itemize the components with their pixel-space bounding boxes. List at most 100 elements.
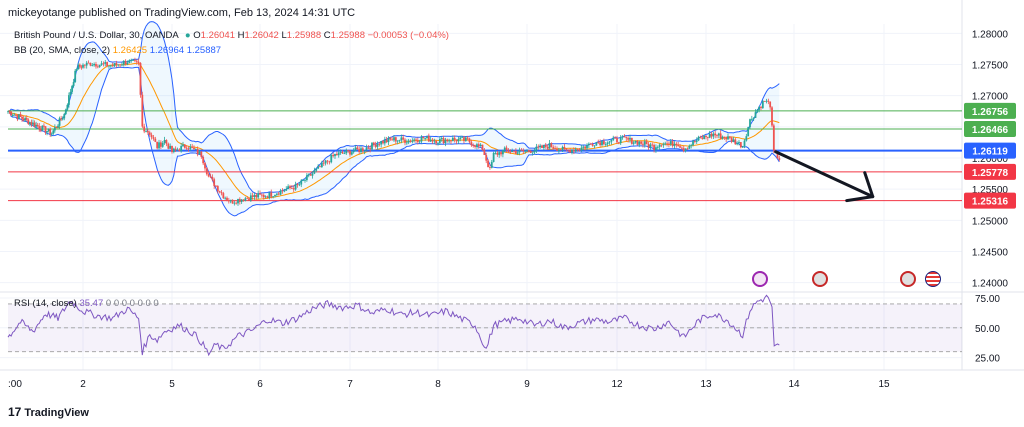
candle-body	[35, 124, 38, 127]
candle-body	[524, 150, 527, 152]
candle-body	[489, 167, 491, 168]
candle-body	[169, 145, 172, 149]
candle-body	[309, 174, 312, 176]
candle-body	[719, 133, 722, 139]
candle-body	[778, 158, 781, 160]
candle-body	[21, 116, 23, 119]
rsi-tick-label: 75.00	[975, 294, 1000, 305]
candle-body	[200, 151, 203, 157]
candle-body	[529, 151, 532, 153]
candle-body	[317, 166, 320, 169]
candle-body	[183, 144, 186, 148]
candle-body	[668, 143, 670, 145]
uk-flag-icon-2[interactable]	[900, 271, 916, 287]
candle-body	[130, 60, 133, 62]
candle-body	[49, 128, 52, 135]
candle-body	[18, 114, 20, 119]
candle-body	[61, 118, 64, 120]
candle-body	[442, 138, 445, 144]
candle-body	[415, 139, 417, 141]
candle-body	[544, 144, 547, 147]
candle-body	[304, 180, 306, 181]
candle-body	[218, 191, 221, 193]
candle-body	[487, 160, 489, 168]
rsi-value: 35.47	[79, 298, 104, 309]
high-value: 1.26042	[244, 30, 279, 41]
candle-body	[52, 130, 55, 134]
level-badge	[964, 163, 1016, 180]
candle-body	[697, 136, 700, 141]
candle-body	[374, 144, 377, 147]
candle-body	[32, 122, 34, 125]
candle-body	[574, 149, 577, 152]
level-badge-label: 1.26119	[972, 147, 1008, 158]
candle-body	[283, 190, 286, 192]
candle-body	[372, 142, 375, 145]
level-badge-label: 1.26756	[972, 107, 1009, 118]
candle-body	[150, 134, 153, 138]
candle-body	[287, 186, 290, 190]
candle-body	[548, 143, 551, 149]
candle-body	[60, 118, 63, 120]
candle-body	[438, 138, 441, 143]
candle-body	[643, 141, 646, 145]
low-value: 1.25988	[286, 30, 322, 41]
candle-body	[207, 174, 210, 177]
candle-body	[382, 141, 384, 144]
candle-body	[546, 146, 549, 149]
candle-body	[561, 146, 564, 151]
candle-body	[7, 111, 9, 113]
candle-body	[27, 119, 30, 125]
candle-body	[424, 138, 427, 139]
candle-body	[481, 144, 484, 151]
candle-body	[376, 143, 379, 147]
bb-basis-value: 1.26425	[112, 45, 148, 56]
candle-body	[36, 124, 39, 127]
candle-body	[383, 139, 386, 144]
economic-event-icon[interactable]	[752, 271, 768, 287]
candle-body	[22, 118, 25, 121]
high-label: H	[237, 30, 245, 41]
candle-body	[255, 194, 258, 198]
candle-body	[688, 145, 691, 149]
candle-body	[378, 143, 381, 145]
candle-body	[507, 149, 510, 152]
candle-body	[128, 60, 131, 63]
candle-body	[440, 138, 443, 139]
candle-body	[248, 198, 250, 201]
candle-body	[617, 142, 620, 144]
bb-basis-line	[7, 62, 780, 200]
candle-body	[148, 132, 151, 135]
candle-body	[50, 133, 53, 135]
candle-body	[229, 199, 232, 202]
candle-body	[332, 155, 335, 157]
candle-body	[444, 139, 447, 144]
candle-body	[117, 64, 120, 66]
candle-body	[126, 62, 129, 65]
candle-body	[503, 147, 506, 150]
candle-body	[296, 184, 299, 186]
candle-body	[119, 64, 121, 66]
time-tick-label: 6	[257, 379, 263, 390]
candle-body	[41, 125, 44, 131]
candle-body	[363, 150, 366, 152]
candle-body	[539, 145, 542, 148]
candle-body	[78, 64, 81, 67]
candle-body	[610, 139, 613, 142]
candle-body	[479, 144, 482, 147]
candle-body	[463, 137, 465, 141]
candle-body	[734, 139, 737, 145]
candle-body	[437, 142, 439, 144]
us-flag-icon[interactable]	[925, 271, 941, 287]
candle-body	[623, 136, 626, 138]
uk-flag-icon[interactable]	[812, 271, 828, 287]
price-tick-label: 1.27500	[972, 61, 1009, 72]
rsi-tick-label: 25.00	[975, 354, 1000, 365]
rsi-legend: RSI (14, close) 35.47 0 0 0 0 0 0 0	[14, 298, 159, 309]
candle-body	[47, 128, 50, 132]
candle-body	[227, 200, 230, 202]
candle-body	[712, 133, 715, 137]
candle-body	[396, 140, 399, 142]
candle-body	[653, 144, 655, 150]
close-label: C	[323, 30, 331, 41]
